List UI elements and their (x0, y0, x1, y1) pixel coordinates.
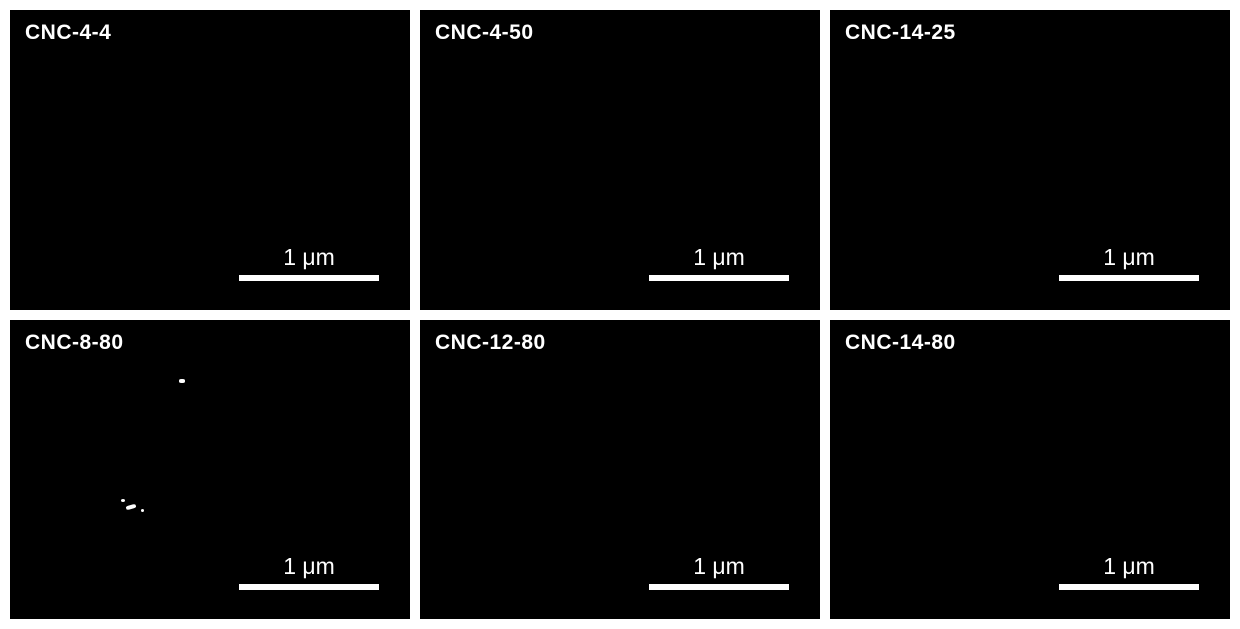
scale-bar-line (1059, 584, 1199, 590)
scale-bar-line (239, 275, 379, 281)
scale-bar: 1 μm (239, 244, 379, 281)
scale-bar: 1 μm (1059, 244, 1199, 281)
panel-label: CNC-8-80 (25, 331, 124, 355)
scale-bar-text: 1 μm (693, 244, 745, 271)
panel-cnc-14-25: CNC-14-25 1 μm (830, 10, 1230, 310)
panel-label: CNC-4-50 (435, 21, 534, 45)
scale-bar-text: 1 μm (1103, 244, 1155, 271)
panel-cnc-4-4: CNC-4-4 1 μm (10, 10, 410, 310)
panel-cnc-14-80: CNC-14-80 1 μm (830, 320, 1230, 620)
scale-bar: 1 μm (1059, 553, 1199, 590)
scale-bar-text: 1 μm (1103, 553, 1155, 580)
scale-bar-line (239, 584, 379, 590)
scale-bar: 1 μm (239, 553, 379, 590)
micrograph-grid: CNC-4-4 1 μm CNC-4-50 1 μm CNC-14-25 1 μ… (10, 10, 1230, 619)
scale-bar-text: 1 μm (693, 553, 745, 580)
scale-bar-text: 1 μm (283, 553, 335, 580)
scale-bar-text: 1 μm (283, 244, 335, 271)
micrograph-feature (126, 503, 137, 509)
scale-bar-line (649, 584, 789, 590)
micrograph-feature (141, 509, 144, 512)
panel-cnc-12-80: CNC-12-80 1 μm (420, 320, 820, 620)
panel-cnc-4-50: CNC-4-50 1 μm (420, 10, 820, 310)
scale-bar-line (649, 275, 789, 281)
panel-label: CNC-4-4 (25, 21, 111, 45)
panel-label: CNC-14-25 (845, 21, 956, 45)
panel-label: CNC-12-80 (435, 331, 546, 355)
scale-bar: 1 μm (649, 553, 789, 590)
panel-cnc-8-80: CNC-8-80 1 μm (10, 320, 410, 620)
scale-bar: 1 μm (649, 244, 789, 281)
scale-bar-line (1059, 275, 1199, 281)
micrograph-feature (179, 379, 185, 383)
panel-label: CNC-14-80 (845, 331, 956, 355)
micrograph-feature (121, 499, 125, 502)
